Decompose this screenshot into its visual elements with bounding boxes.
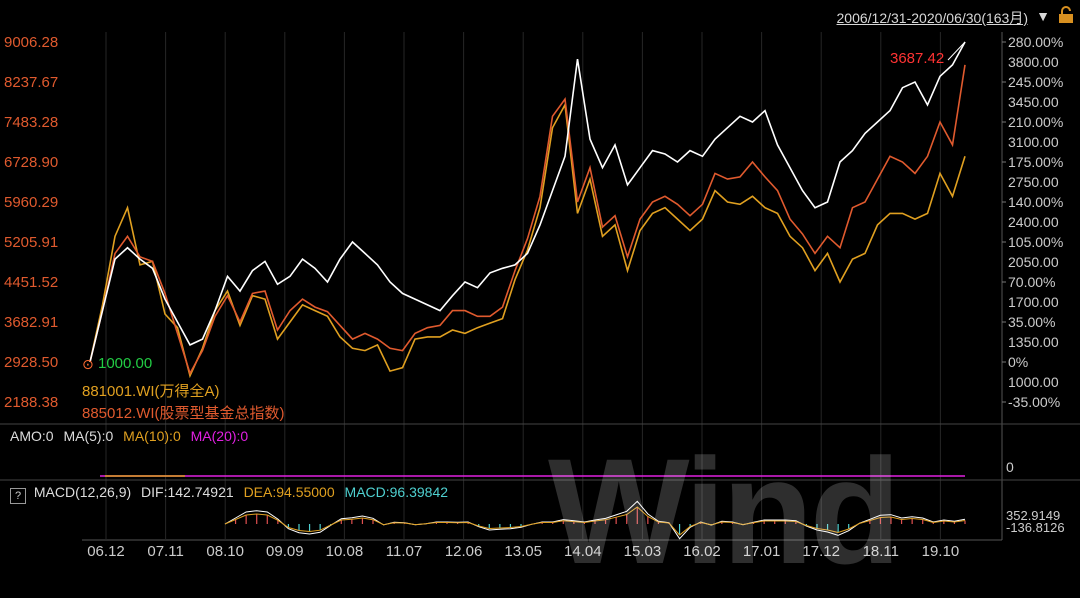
y-right-pct-label: 35.00% [1008, 314, 1055, 330]
x-tick-label: 13.05 [504, 543, 542, 560]
amo-row: AMO:0 MA(5):0 MA(10):0 MA(20):0 [10, 428, 248, 444]
y-left-tick-label: 5205.91 [4, 234, 58, 251]
amo-ma5: MA(5):0 [63, 428, 114, 444]
amo-ma10: MA(10):0 [123, 428, 181, 444]
y-axis-left: 9006.28 8237.67 7483.28 6728.90 5960.29 5205.… [4, 34, 58, 411]
x-tick-label: 12.06 [445, 543, 483, 560]
x-tick-label: 09.09 [266, 543, 304, 560]
x-tick-label: 07.11 [147, 543, 183, 560]
series-line [89, 41, 966, 363]
x-tick-label: 18.11 [863, 543, 899, 560]
x-axis: 06.12 07.11 08.10 09.09 10.08 11.07 12.06 13.05… [87, 543, 959, 560]
start-value-label: 1000.00 [98, 355, 153, 372]
y-right-pct-label: -35.00% [1008, 394, 1060, 410]
x-tick-label: 19.10 [922, 543, 960, 560]
y-left-tick-label: 4451.52 [4, 274, 58, 291]
y-left-tick-label: 2188.38 [4, 394, 58, 411]
y-right-value-label: 2400.00 [1008, 214, 1059, 230]
legend-fund-index: 885012.WI(股票型基金总指数) [82, 405, 285, 422]
start-marker-icon: ⊙ [82, 356, 94, 372]
macd-plot [224, 500, 966, 540]
legend-wind-a: 881001.WI(万得全A) [82, 383, 220, 400]
series-layer [89, 41, 966, 379]
dea-line [224, 506, 966, 536]
x-tick-label: 11.07 [386, 543, 422, 560]
range-dropdown-icon[interactable]: ▼ [1036, 8, 1050, 24]
y-left-tick-label: 9006.28 [4, 34, 58, 51]
macd-value: MACD:96.39842 [344, 484, 449, 500]
macd-row: ? MACD(12,26,9) DIF:142.74921 DEA:94.550… [10, 484, 448, 504]
amo-label: AMO:0 [10, 428, 54, 444]
end-value-label: 3687.42 [890, 50, 945, 67]
panel-dividers [0, 423, 1080, 481]
x-tick-label: 17.12 [802, 543, 840, 560]
y-left-tick-label: 7483.28 [4, 114, 58, 131]
y-right-value-label: 1000.00 [1008, 374, 1059, 390]
chart-grid [82, 32, 1003, 541]
y-right-pct-label: 245.00% [1008, 74, 1063, 90]
x-tick-label: 16.02 [683, 543, 721, 560]
y-left-tick-label: 8237.67 [4, 74, 58, 91]
y-left-tick-label: 6728.90 [4, 154, 58, 171]
x-tick-label: 10.08 [326, 543, 364, 560]
macd-right-bottom: -136.8126 [1006, 520, 1065, 535]
dif-line [224, 500, 966, 540]
y-right-pct-label: 140.00% [1008, 194, 1063, 210]
y-right-pct-label: 280.00% [1008, 34, 1063, 50]
y-right-value-label: 3450.00 [1008, 94, 1059, 110]
y-right-pct-label: 0% [1008, 354, 1028, 370]
y-right-value-label: 2750.00 [1008, 174, 1059, 190]
macd-label: MACD(12,26,9) [33, 484, 132, 500]
y-left-tick-label: 5960.29 [4, 194, 58, 211]
y-right-value-label: 1350.00 [1008, 334, 1059, 350]
amo-ma20: MA(20):0 [190, 428, 249, 444]
x-tick-label: 06.12 [87, 543, 125, 560]
y-axis-right: 280.00% 245.00% 210.00% 175.00% 140.00% 105.0… [1002, 34, 1063, 410]
y-right-value-label: 3800.00 [1008, 54, 1059, 70]
y-right-value-label: 1700.00 [1008, 294, 1059, 310]
x-tick-label: 08.10 [206, 543, 244, 560]
main-chart: 9006.28 8237.67 7483.28 6728.90 5960.29 5205.… [0, 32, 1080, 560]
y-right-pct-label: 210.00% [1008, 114, 1063, 130]
date-range-label[interactable]: 2006/12/31-2020/06/30(163月) [836, 10, 1028, 26]
y-right-value-label: 3100.00 [1008, 134, 1059, 150]
y-right-pct-label: 105.00% [1008, 234, 1063, 250]
y-right-pct-label: 70.00% [1008, 274, 1055, 290]
macd-dea: DEA:94.55000 [243, 484, 335, 500]
x-tick-label: 14.04 [564, 543, 602, 560]
lock-icon[interactable] [1058, 6, 1074, 24]
x-tick-label: 17.01 [743, 543, 781, 560]
y-left-tick-label: 3682.91 [4, 314, 58, 331]
macd-settings-checkbox[interactable]: ? [10, 488, 26, 504]
series-line [89, 64, 966, 376]
y-right-pct-label: 175.00% [1008, 154, 1063, 170]
x-tick-label: 15.03 [624, 543, 662, 560]
amo-right-value: 0 [1006, 459, 1014, 475]
macd-right-top: 352.9149 [1006, 508, 1061, 523]
end-value-leader [947, 41, 966, 61]
y-right-value-label: 2050.00 [1008, 254, 1059, 270]
macd-dif: DIF:142.74921 [141, 484, 234, 500]
y-left-tick-label: 2928.50 [4, 354, 58, 371]
